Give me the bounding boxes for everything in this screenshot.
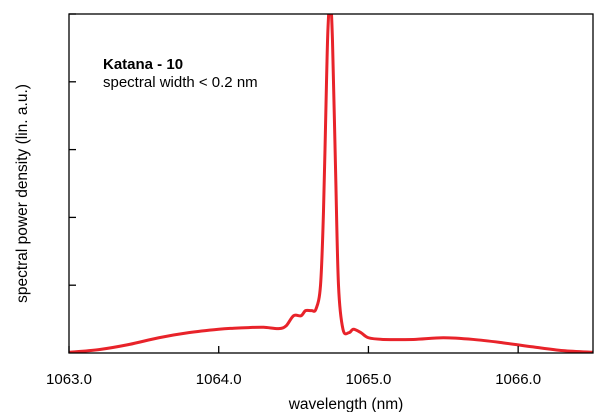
y-axis-title: spectral power density (lin. a.u.) <box>14 84 31 303</box>
plot-frame <box>68 13 594 354</box>
axis-ticks: 1063.0 1064.0 1065.0 1066.0 <box>46 13 541 388</box>
x-tick-label: 1065.0 <box>345 371 391 388</box>
spectrum-series-line <box>69 14 593 353</box>
x-tick-label: 1066.0 <box>495 371 541 388</box>
plot-area <box>69 14 593 353</box>
x-axis-title: wavelength (nm) <box>288 396 404 412</box>
x-tick-label: 1063.0 <box>46 371 92 388</box>
product-name-annotation: Katana - 10 <box>103 56 183 73</box>
x-tick-label: 1064.0 <box>196 371 242 388</box>
spectral-width-annotation: spectral width < 0.2 nm <box>103 74 258 91</box>
